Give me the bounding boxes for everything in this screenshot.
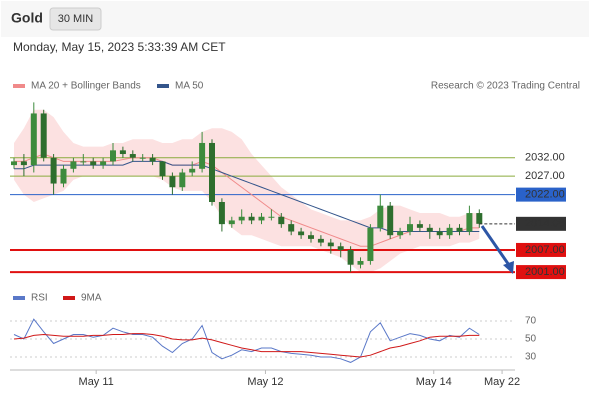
candle-body <box>397 231 404 236</box>
candle-body <box>456 227 463 232</box>
last-price-label: 2014.08 <box>525 218 565 230</box>
candle-body <box>466 213 473 232</box>
x-tick-label: May 14 <box>416 376 452 388</box>
candle-body <box>426 227 433 232</box>
legend-label: RSI <box>31 293 48 304</box>
y-tick-label: 50 <box>525 334 537 345</box>
candle-body <box>20 161 27 166</box>
level-label: 2001.00 <box>525 266 565 278</box>
candle-body <box>179 172 186 188</box>
interval-label[interactable]: 30 MIN <box>58 13 94 25</box>
forecast-arrowhead <box>503 261 514 274</box>
candle-body <box>327 242 334 247</box>
rsi-line <box>13 333 480 358</box>
x-tick-label: May 12 <box>247 376 283 388</box>
candle-body <box>30 113 37 166</box>
candle-body <box>367 227 374 262</box>
level-label: 2032.00 <box>525 152 565 164</box>
candle-body <box>357 261 364 265</box>
candle-body <box>407 224 413 232</box>
candle-body <box>446 227 453 236</box>
candle-body <box>90 161 97 166</box>
candle-body <box>228 220 235 225</box>
candle-body <box>288 224 295 232</box>
candle-body <box>169 176 176 188</box>
candle-body <box>218 201 225 225</box>
candle-body <box>298 231 305 236</box>
candle-body <box>238 216 245 221</box>
candle-body <box>139 157 146 159</box>
candle-body <box>199 142 206 169</box>
candle-body <box>60 168 67 184</box>
candle-body <box>278 216 285 225</box>
candle-body <box>387 205 394 236</box>
candle-body <box>50 157 57 184</box>
source: Research © 2023 Trading Central <box>431 81 580 92</box>
x-tick-label: May 22 <box>484 376 520 388</box>
candle-body <box>129 154 136 158</box>
candle-body <box>337 246 344 250</box>
candle-body <box>80 161 87 163</box>
candle-body <box>377 205 384 228</box>
candle-body <box>248 216 255 221</box>
candle-body <box>149 157 156 162</box>
candle-body <box>436 231 443 236</box>
candle-body <box>11 161 17 166</box>
x-tick-label: May 11 <box>79 376 114 388</box>
y-tick-label: 30 <box>525 352 537 363</box>
candle-body <box>317 238 324 243</box>
candle-body <box>70 161 77 169</box>
legend-swatch <box>157 84 169 88</box>
level-label: 2027.00 <box>525 170 565 182</box>
legend-label: 9MA <box>81 293 102 304</box>
y-tick-label: 70 <box>525 316 537 327</box>
legend-swatch <box>13 296 25 300</box>
candle-body <box>110 150 116 162</box>
candle-body <box>268 216 275 218</box>
legend-label: MA 50 <box>175 81 204 92</box>
candle-body <box>347 249 354 265</box>
level-label-box <box>516 187 566 202</box>
candle-body <box>209 142 215 202</box>
legend-label: MA 20 + Bollinger Bands <box>31 81 141 92</box>
level-label-box <box>516 242 566 257</box>
level-label: 2007.00 <box>525 244 565 256</box>
last-price-box <box>516 216 566 231</box>
candle-body <box>189 168 196 173</box>
level-label-box <box>516 265 566 280</box>
candle-body <box>159 161 166 177</box>
forecast-arrow <box>480 225 513 269</box>
candle-body <box>40 113 47 158</box>
legend-swatch <box>13 84 25 88</box>
candle-body <box>100 161 107 166</box>
candle-body <box>119 150 126 155</box>
candle-body <box>258 216 265 221</box>
timestamp: Monday, May 15, 2023 5:33:39 AM CET <box>13 40 226 54</box>
rsi-line <box>13 318 480 363</box>
instrument-title: Gold <box>11 10 43 26</box>
level-label: 2022.00 <box>525 189 565 201</box>
candle-body <box>476 213 483 224</box>
legend-swatch <box>63 296 75 300</box>
candle-body <box>416 224 423 228</box>
candle-body <box>308 235 314 239</box>
interval-button[interactable] <box>49 7 102 31</box>
